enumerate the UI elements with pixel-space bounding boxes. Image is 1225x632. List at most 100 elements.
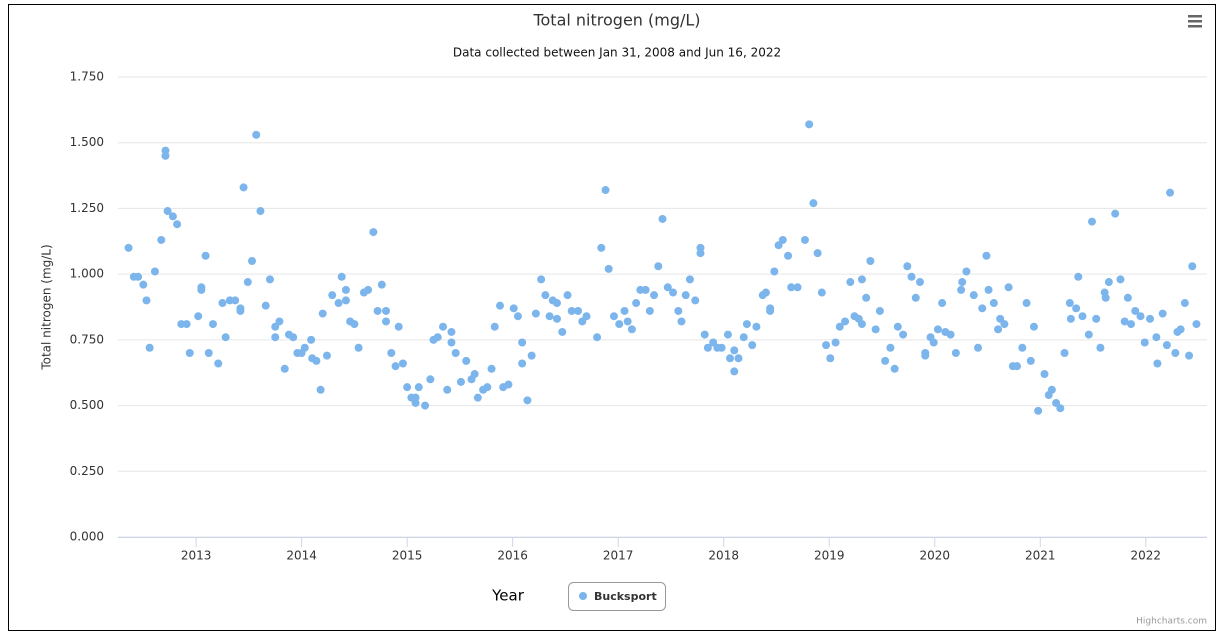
point	[933, 325, 942, 334]
point	[552, 314, 561, 323]
point	[456, 377, 465, 386]
point	[439, 322, 448, 331]
point	[157, 235, 166, 244]
point	[881, 356, 890, 365]
point	[318, 309, 327, 318]
point	[984, 285, 993, 294]
point	[256, 207, 265, 216]
point	[231, 296, 240, 305]
point	[615, 320, 624, 329]
point	[739, 333, 748, 342]
point	[1013, 362, 1022, 371]
point	[364, 285, 373, 294]
point	[398, 359, 407, 368]
point	[201, 251, 210, 260]
point	[574, 306, 583, 315]
point	[911, 293, 920, 302]
x-tick-label: 2013	[181, 549, 212, 563]
point	[994, 325, 1003, 334]
point	[691, 296, 700, 305]
credits[interactable]: Highcharts.com	[1136, 617, 1207, 627]
point	[391, 362, 400, 371]
point	[163, 207, 172, 216]
legend-box	[568, 582, 666, 611]
x-tick-label: 2017	[603, 549, 634, 563]
point	[377, 280, 386, 289]
point	[248, 257, 257, 265]
point	[871, 325, 880, 334]
point	[236, 306, 245, 315]
y-tick-label: 0.750	[70, 332, 104, 346]
point	[1140, 338, 1149, 347]
point	[866, 257, 875, 265]
y-tick-label: 0.250	[70, 464, 104, 478]
point	[1029, 322, 1038, 331]
point	[1131, 306, 1140, 315]
point	[846, 278, 855, 287]
point	[1000, 320, 1009, 329]
point	[563, 291, 572, 300]
point	[627, 325, 636, 334]
point	[341, 296, 350, 305]
point	[300, 343, 309, 352]
point	[168, 212, 177, 221]
point	[145, 343, 154, 352]
point	[124, 243, 133, 252]
point	[334, 299, 343, 308]
point	[748, 341, 757, 350]
point	[978, 304, 987, 313]
point	[669, 288, 678, 297]
point	[142, 296, 151, 305]
x-tick-label: 2016	[497, 549, 528, 563]
point	[597, 243, 606, 252]
point	[1127, 320, 1136, 329]
point	[1087, 217, 1096, 226]
point	[1034, 406, 1043, 415]
y-tick-label: 1.750	[70, 70, 104, 84]
points	[124, 120, 1201, 415]
point	[582, 312, 591, 321]
point	[307, 335, 316, 344]
point	[1171, 349, 1180, 357]
point	[1162, 341, 1171, 350]
point	[1123, 293, 1132, 302]
point	[658, 214, 667, 223]
menu-button[interactable]	[1186, 13, 1204, 29]
point	[337, 272, 346, 281]
legend-item[interactable]: Bucksport	[568, 582, 666, 611]
point	[817, 288, 826, 297]
y-tick-label: 1.500	[70, 135, 104, 149]
x-tick-label: 2018	[708, 549, 739, 563]
point	[717, 343, 726, 352]
chart-subtitle: Data collected between Jan 31, 2008 and …	[453, 46, 781, 60]
point	[681, 291, 690, 300]
point	[1152, 333, 1161, 342]
point	[139, 280, 148, 289]
x-tick-label: 2019	[814, 549, 845, 563]
point	[523, 396, 532, 405]
point	[1185, 351, 1194, 360]
point	[674, 306, 683, 315]
y-tick-label: 1.250	[70, 201, 104, 215]
point	[726, 354, 735, 363]
point	[490, 322, 499, 331]
point	[677, 317, 686, 326]
point	[369, 228, 378, 237]
point	[752, 322, 761, 331]
point	[443, 385, 452, 394]
point	[1158, 309, 1167, 318]
point	[700, 330, 709, 339]
point	[218, 299, 227, 308]
chart-title: Total nitrogen (mg/L)	[532, 11, 700, 30]
point	[1040, 370, 1049, 379]
point	[134, 272, 143, 281]
point	[1022, 299, 1031, 308]
point	[350, 320, 359, 329]
point	[899, 330, 908, 339]
x-tick-label: 2021	[1025, 549, 1056, 563]
point	[623, 317, 632, 326]
point	[411, 398, 420, 407]
point	[204, 349, 213, 357]
point	[483, 383, 492, 392]
point	[239, 183, 248, 192]
